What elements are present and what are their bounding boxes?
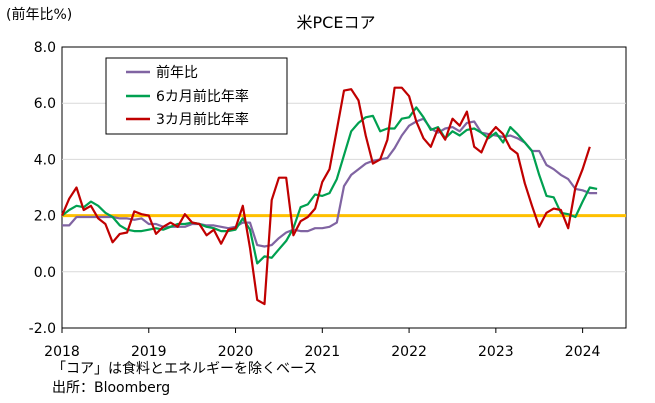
x-axis-ticks: 2018 2019 2020 2021 2022 2023 2024 — [44, 328, 601, 360]
y-tick-label: 0.0 — [34, 265, 56, 281]
x-tick-label: 2020 — [218, 344, 254, 360]
x-tick-label: 2024 — [565, 344, 601, 360]
legend-label-6m: 6カ月前比年率 — [156, 88, 249, 105]
y-tick-label: -2.0 — [29, 321, 56, 337]
footnote-source: 出所：Bloomberg — [52, 380, 171, 396]
y-tick-label: 8.0 — [34, 40, 56, 56]
series-line-6m-annualized — [61, 106, 598, 265]
y-axis-ticks: 8.0 6.0 4.0 2.0 0.0 -2.0 — [29, 40, 56, 337]
y-tick-label: 4.0 — [34, 152, 56, 168]
x-tick-label: 2023 — [478, 344, 514, 360]
legend-label-3m: 3カ月前比年率 — [156, 111, 249, 128]
y-axis-unit-label: (前年比%) — [6, 6, 72, 23]
chart-title: 米PCEコア — [297, 13, 376, 32]
footnote-core-definition: 「コア」は食料とエネルギーを除くベース — [52, 361, 318, 377]
x-tick-label: 2018 — [44, 344, 80, 360]
legend-label-yoy: 前年比 — [156, 64, 198, 81]
y-tick-label: 2.0 — [34, 209, 56, 225]
x-tick-label: 2021 — [304, 344, 340, 360]
legend: 前年比 6カ月前比年率 3カ月前比年率 — [105, 57, 288, 135]
series-line-3m-annualized — [60, 86, 591, 306]
y-tick-label: 6.0 — [34, 96, 56, 112]
x-tick-label: 2022 — [391, 344, 427, 360]
x-tick-label: 2019 — [131, 344, 167, 360]
series-lines — [60, 86, 598, 306]
